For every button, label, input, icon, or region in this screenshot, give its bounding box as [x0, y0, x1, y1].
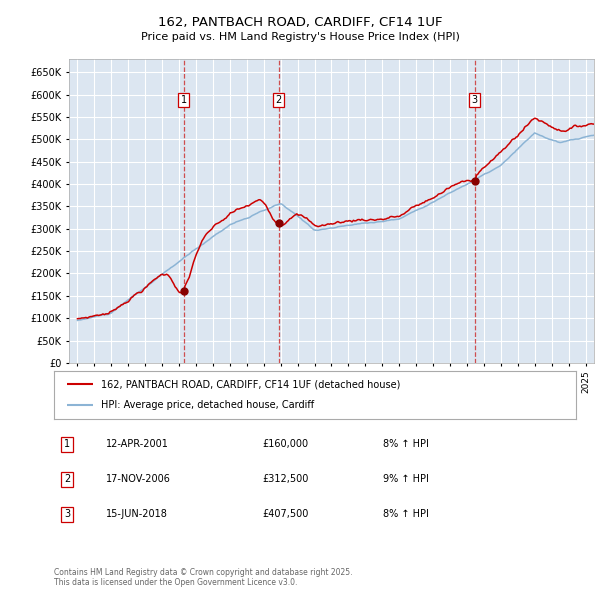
Text: 1: 1	[181, 95, 187, 105]
Text: 3: 3	[64, 509, 70, 519]
Text: £407,500: £407,500	[263, 509, 309, 519]
Text: 162, PANTBACH ROAD, CARDIFF, CF14 1UF (detached house): 162, PANTBACH ROAD, CARDIFF, CF14 1UF (d…	[101, 379, 400, 389]
Text: 8% ↑ HPI: 8% ↑ HPI	[383, 440, 429, 450]
Text: 8% ↑ HPI: 8% ↑ HPI	[383, 509, 429, 519]
Text: Price paid vs. HM Land Registry's House Price Index (HPI): Price paid vs. HM Land Registry's House …	[140, 32, 460, 41]
Text: 3: 3	[472, 95, 478, 105]
Text: HPI: Average price, detached house, Cardiff: HPI: Average price, detached house, Card…	[101, 401, 314, 411]
Text: 162, PANTBACH ROAD, CARDIFF, CF14 1UF: 162, PANTBACH ROAD, CARDIFF, CF14 1UF	[158, 16, 442, 29]
Text: 17-NOV-2006: 17-NOV-2006	[106, 474, 171, 484]
Text: 15-JUN-2018: 15-JUN-2018	[106, 509, 168, 519]
Text: 1: 1	[64, 440, 70, 450]
Text: 2: 2	[64, 474, 70, 484]
Text: 9% ↑ HPI: 9% ↑ HPI	[383, 474, 429, 484]
Text: 2: 2	[275, 95, 282, 105]
Text: 12-APR-2001: 12-APR-2001	[106, 440, 169, 450]
Text: Contains HM Land Registry data © Crown copyright and database right 2025.
This d: Contains HM Land Registry data © Crown c…	[54, 568, 353, 587]
Text: £160,000: £160,000	[263, 440, 309, 450]
Text: £312,500: £312,500	[263, 474, 309, 484]
